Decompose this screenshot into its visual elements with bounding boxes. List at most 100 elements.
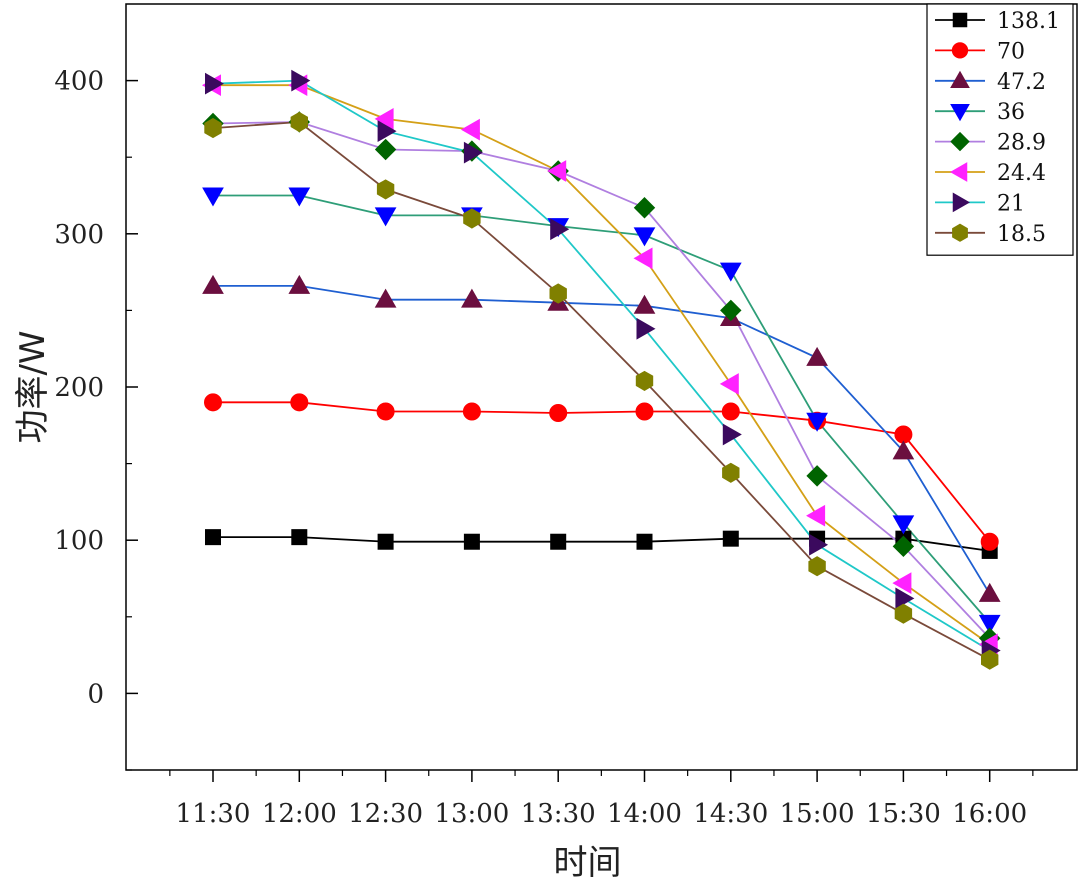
x-tick-label: 15:30 (866, 799, 941, 829)
legend-label: 70 (997, 39, 1025, 64)
data-point (550, 533, 567, 550)
data-point (806, 346, 828, 366)
legend-marker (950, 131, 970, 152)
data-point (721, 402, 740, 421)
data-point (980, 532, 999, 551)
y-tick-label: 0 (87, 679, 104, 709)
data-point (633, 247, 653, 270)
legend-item: 47.2 (935, 70, 1046, 95)
data-point (377, 533, 394, 550)
data-point (202, 187, 224, 207)
data-point (461, 288, 483, 308)
data-point (719, 262, 742, 282)
series-line-18.5 (212, 121, 991, 661)
legend-marker (949, 162, 968, 182)
data-point (633, 227, 656, 247)
legend-item: 70 (935, 39, 1025, 64)
data-point (635, 402, 654, 421)
legend-label: 36 (997, 100, 1025, 125)
y-tick-label: 400 (54, 67, 104, 97)
legend-marker (952, 223, 968, 242)
x-axis: 11:30 12:00 12:30 13:00 13:30 14:00 14:30 15:00… (169, 770, 1034, 829)
data-point (205, 72, 225, 95)
x-tick-label: 12:00 (262, 799, 337, 829)
data-point (806, 412, 828, 432)
data-point (722, 462, 740, 483)
data-point (374, 138, 397, 161)
data-point (291, 69, 311, 92)
legend-box (926, 3, 1074, 256)
data-point (377, 120, 397, 143)
series-markers-138.1 (205, 529, 998, 559)
data-point (892, 440, 915, 460)
data-point (547, 160, 567, 182)
legend-label: 138.1 (997, 9, 1060, 34)
legend-marker (950, 70, 970, 89)
data-point (462, 402, 481, 421)
series-markers-24.4 (201, 74, 998, 656)
series-lines (212, 79, 991, 661)
data-point (374, 108, 394, 130)
y-tick-label: 300 (54, 220, 104, 250)
data-point (376, 402, 395, 421)
x-tick-label: 13:00 (434, 799, 509, 829)
data-point (204, 118, 222, 139)
data-point (894, 603, 913, 624)
x-tick-label: 16:00 (952, 799, 1027, 829)
x-tick-label: 11:30 (176, 799, 251, 829)
data-point (892, 515, 915, 535)
data-point (288, 187, 311, 207)
data-point (633, 197, 656, 219)
legend-item: 24.4 (935, 161, 1046, 186)
data-point (463, 533, 480, 550)
x-tick-label: 13:30 (521, 799, 596, 829)
legend-label: 24.4 (997, 161, 1046, 186)
data-point (204, 393, 222, 412)
legend-marker (952, 192, 971, 213)
data-point (892, 572, 912, 594)
data-point (722, 423, 742, 446)
data-point (636, 317, 656, 340)
legend-label: 18.5 (997, 222, 1046, 247)
series-line-24.4 (213, 84, 991, 646)
legend-marker (951, 42, 969, 59)
legend-item: 21 (935, 191, 1025, 216)
data-point (460, 118, 480, 141)
data-point (722, 530, 739, 547)
x-tick-label: 15:00 (780, 799, 855, 829)
data-point (809, 533, 829, 556)
y-tick-label: 200 (54, 373, 104, 403)
series-line-36 (213, 194, 991, 624)
data-point (981, 649, 999, 670)
data-point (806, 504, 826, 527)
y-tick-label: 100 (54, 526, 104, 556)
legend-item: 18.5 (935, 222, 1046, 247)
data-point (550, 218, 570, 241)
x-tick-label: 14:00 (607, 799, 682, 829)
data-point (463, 141, 483, 164)
data-point (636, 533, 653, 550)
series-markers (201, 69, 1001, 670)
data-point (892, 535, 915, 558)
series-markers-36 (202, 187, 1001, 634)
series-markers-47.2 (202, 274, 1001, 602)
data-point (291, 529, 308, 546)
legend-item: 28.9 (935, 131, 1046, 156)
y-axis-title: 功率/W (13, 330, 53, 443)
legend-label: 47.2 (997, 70, 1046, 95)
data-point (374, 288, 397, 308)
data-point (549, 404, 568, 423)
data-point (374, 207, 397, 227)
data-point (290, 393, 309, 412)
data-point (720, 299, 742, 322)
x-axis-title: 时间 (554, 843, 622, 883)
data-point (288, 274, 311, 294)
data-point (463, 208, 481, 229)
data-point (978, 582, 1001, 602)
data-point (376, 179, 395, 200)
data-point (978, 614, 1001, 634)
y-axis: 0 100 200 300 400 (54, 67, 138, 771)
data-point (895, 587, 915, 610)
series-line-138.1 (213, 536, 990, 552)
